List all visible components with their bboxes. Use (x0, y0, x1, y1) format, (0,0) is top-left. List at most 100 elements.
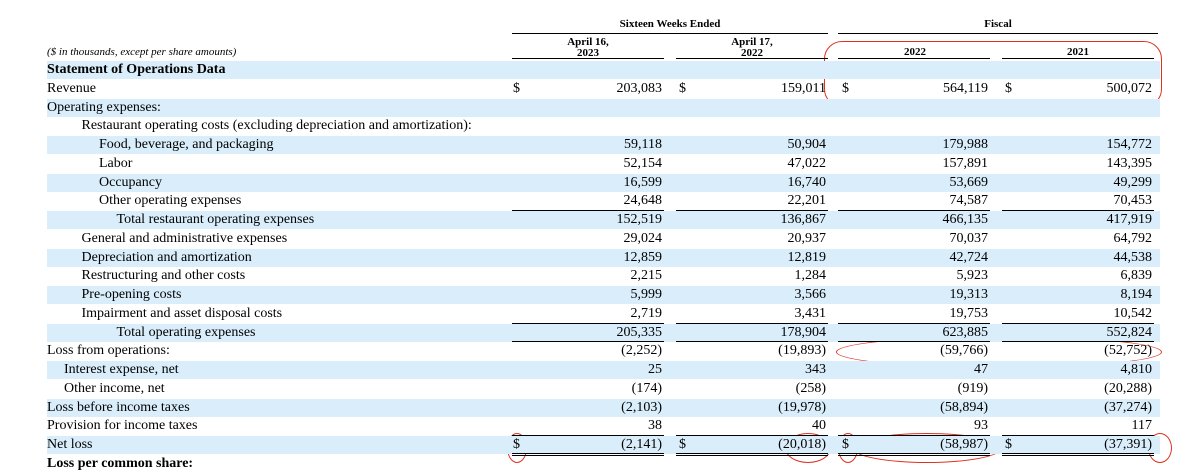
cell-value: (58,987) (940, 437, 988, 452)
row-label: Restructuring and other costs (81, 268, 246, 284)
cell-value: 136,867 (780, 212, 827, 227)
double-rule (512, 455, 664, 456)
row-label: Restaurant operating costs (excluding de… (81, 118, 472, 134)
row-label: Operating expenses: (47, 99, 161, 115)
cell-value: 12,859 (623, 249, 663, 265)
cell-value: 44,538 (1113, 249, 1153, 265)
cell-value: 157,891 (942, 155, 989, 171)
cell-value: (37,274) (1104, 399, 1152, 415)
row-label: General and administrative expenses (81, 230, 288, 246)
column-header: April 16, 2023 (567, 36, 609, 59)
row-label: Total operating expenses (116, 324, 256, 340)
table-row: Food, beverage, and packaging 59,118 50,90… (47, 136, 1160, 154)
table-row: Operating expenses: (47, 98, 1160, 117)
sum-rule (512, 341, 664, 343)
row-label: Other income, net (64, 380, 165, 396)
column-rule (676, 58, 828, 59)
table-row: Occupancy 16,599 16,740 53,669 49,299 (47, 173, 1160, 192)
cell-value: 29,024 (623, 230, 663, 246)
table-row: Other operating expenses 24,648 22,201 74,5… (47, 192, 1160, 210)
cell-value: (258) (795, 380, 826, 396)
cell-value: 178,904 (780, 324, 827, 340)
cell-value: 8,194 (1120, 287, 1153, 302)
column-rule (512, 58, 664, 59)
row-label: Food, beverage, and packaging (99, 137, 274, 152)
table-row: Statement of Operations Data (47, 61, 1160, 79)
header-rule (838, 33, 1158, 34)
cell-value: 74,587 (949, 193, 989, 209)
cell-value: 6,839 (1120, 268, 1153, 284)
cell-value: 159,011 (781, 80, 826, 96)
column-rule (1002, 58, 1154, 59)
cell-value: 49,299 (1113, 174, 1153, 190)
cell-value: 5,923 (956, 268, 989, 284)
sum-rule (676, 341, 828, 343)
column-header: 2021 (1067, 46, 1089, 58)
cell-value: 24,648 (623, 193, 663, 209)
currency-sign: $ (679, 437, 686, 452)
cell-value: 205,335 (616, 324, 663, 340)
cell-value: 16,740 (787, 174, 827, 190)
double-rule (838, 453, 990, 454)
sum-rule (512, 322, 664, 324)
cell-value: 2,215 (630, 268, 663, 284)
table-row: Restaurant operating costs (excluding de… (47, 117, 1160, 135)
row-label: Loss per common share: (47, 455, 194, 471)
row-label: Labor (99, 155, 133, 171)
row-label: Impairment and asset disposal costs (81, 305, 283, 321)
cell-value: 70,453 (1113, 193, 1153, 209)
cell-value: 143,395 (1106, 155, 1153, 171)
row-label: Other operating expenses (99, 193, 242, 209)
cell-value: 20,937 (787, 230, 827, 246)
sum-rule (838, 210, 990, 211)
cell-value: 3,566 (794, 287, 827, 302)
cell-value: 42,724 (949, 249, 989, 265)
sum-rule (676, 435, 828, 436)
cell-value: 154,772 (1106, 137, 1153, 152)
cell-value: 25 (648, 362, 662, 377)
sum-rule (1002, 435, 1154, 436)
table-row: Total restaurant operating expenses 152,5… (47, 211, 1160, 229)
cell-value: 16,599 (623, 174, 663, 190)
cell-value: 466,135 (942, 212, 989, 227)
cell-value: 64,792 (1113, 230, 1153, 246)
group-header: Fiscal (984, 18, 1012, 30)
cell-value: 59,118 (624, 137, 662, 152)
cell-value: (59,766) (940, 343, 988, 359)
table-row: Other income, net (174) (258) (919) (20,288) (47, 380, 1160, 398)
double-rule (1002, 455, 1154, 456)
units-note: ($ in thousands, except per share amount… (47, 46, 237, 58)
cell-value: 2,719 (630, 305, 663, 321)
cell-value: (19,978) (778, 399, 826, 415)
row-label: Revenue (47, 80, 96, 96)
cell-value: 22,201 (787, 193, 827, 209)
cell-value: 564,119 (943, 80, 988, 96)
currency-sign: $ (513, 80, 520, 96)
cell-value: (20,018) (778, 437, 826, 452)
double-rule (676, 455, 828, 456)
row-label: Net loss (47, 437, 93, 452)
cell-value: 552,824 (1106, 324, 1153, 340)
cell-value: 93 (974, 418, 988, 434)
sum-rule (838, 341, 990, 343)
row-label: Loss before income taxes (47, 399, 190, 415)
sum-rule (676, 210, 828, 211)
cell-value: (2,252) (621, 343, 662, 359)
cell-value: 623,885 (942, 324, 989, 340)
cell-value: 500,072 (1106, 80, 1153, 96)
currency-sign: $ (1005, 437, 1012, 452)
double-rule (1002, 453, 1154, 454)
double-rule (512, 453, 664, 454)
cell-value: (52,752) (1104, 343, 1152, 359)
row-label: Occupancy (99, 174, 162, 190)
column-header: April 17, 2022 (731, 36, 773, 59)
cell-value: 3,431 (794, 305, 827, 321)
cell-value: 19,753 (949, 305, 989, 321)
cell-value: 5,999 (630, 287, 663, 302)
cell-value: 50,904 (787, 137, 827, 152)
cell-value: 152,519 (616, 212, 663, 227)
table-row: Impairment and asset disposal costs 2,719… (47, 305, 1160, 323)
sum-rule (512, 435, 664, 436)
column-rule (838, 58, 990, 59)
